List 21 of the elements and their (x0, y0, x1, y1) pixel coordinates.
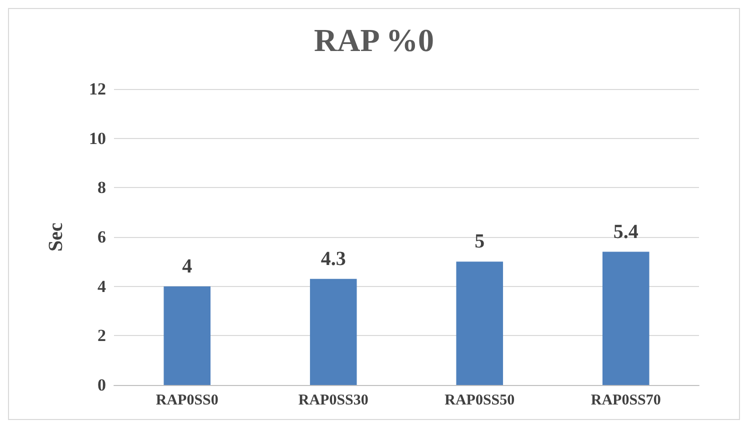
x-tick-label: RAP0SS30 (298, 392, 368, 408)
chart-title: RAP %0 (314, 22, 434, 58)
y-axis-title: Sec (45, 222, 67, 252)
bar (310, 278, 357, 385)
y-tick-label: 0 (98, 376, 106, 394)
x-tick-label: RAP0SS0 (156, 392, 218, 408)
data-label: 4 (182, 255, 192, 278)
x-tick-label: RAP0SS70 (590, 392, 661, 408)
data-label: 5.4 (613, 220, 638, 243)
bar (164, 286, 211, 385)
y-tick-label: 10 (89, 128, 106, 148)
data-label: 5 (474, 230, 485, 253)
data-label: 4.3 (320, 248, 346, 270)
x-tick-label: RAP0SS50 (444, 392, 515, 408)
y-tick-label: 12 (89, 80, 106, 98)
bar (602, 252, 650, 385)
bar (456, 262, 504, 385)
y-tick-label: 2 (98, 326, 106, 346)
y-tick-label: 8 (98, 178, 106, 198)
y-tick-label: 4 (98, 276, 106, 296)
y-tick-label: 6 (98, 228, 106, 246)
